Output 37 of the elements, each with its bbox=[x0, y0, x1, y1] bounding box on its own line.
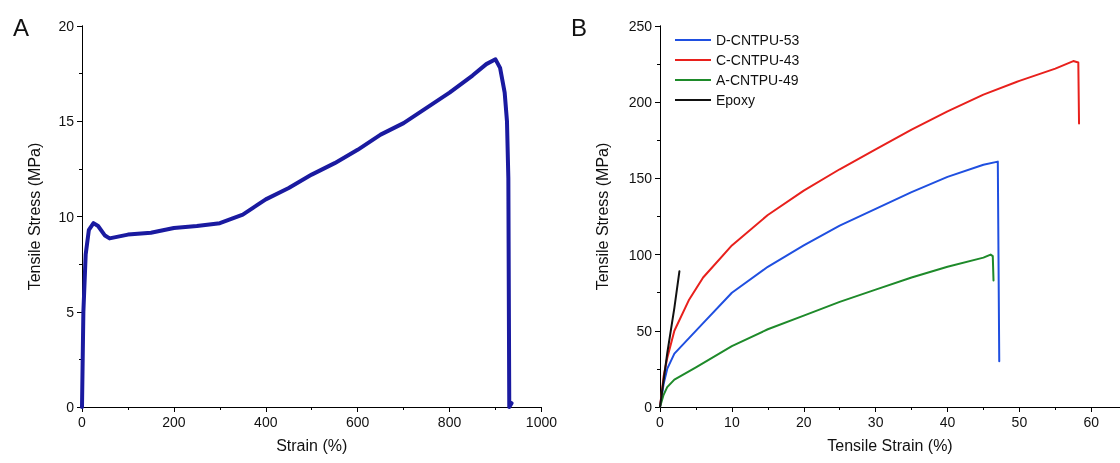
x-tick-label: 50 bbox=[1011, 414, 1028, 430]
y-axis-title: Tensile Stress (MPa) bbox=[593, 142, 611, 291]
y-tick-label: 250 bbox=[628, 18, 653, 34]
y-tick-label: 0 bbox=[66, 399, 75, 415]
x-tick-label: 10 bbox=[724, 414, 740, 430]
y-tick-label: 0 bbox=[644, 399, 653, 415]
x-tick-label: 800 bbox=[437, 414, 462, 430]
chart-title: A bbox=[13, 13, 30, 41]
x-tick-label: 20 bbox=[795, 414, 812, 430]
y-tick-label: 100 bbox=[628, 246, 653, 263]
y-tick-label: 20 bbox=[58, 18, 75, 34]
x-tick-label: 400 bbox=[254, 414, 278, 430]
x-tick-label: 30 bbox=[867, 414, 884, 430]
y-tick-label: 10 bbox=[58, 208, 75, 225]
y-tick-label: 5 bbox=[66, 303, 75, 320]
y-axis-title: Tensile Stress (MPa) bbox=[25, 142, 43, 291]
y-tick-label: 150 bbox=[628, 170, 653, 187]
x-tick-label: 40 bbox=[939, 414, 956, 430]
x-axis-title: Strain (%) bbox=[276, 436, 348, 454]
x-axis-title: Tensile Strain (%) bbox=[827, 436, 953, 454]
line-series bbox=[80, 57, 514, 409]
legend-label: Epoxy bbox=[716, 92, 755, 108]
legend-label: C-CNTPU-43 bbox=[716, 52, 800, 68]
chart-title: B bbox=[571, 13, 588, 41]
line-series bbox=[659, 253, 995, 408]
legend-label: D-CNTPU-53 bbox=[716, 32, 800, 48]
y-tick-label: 15 bbox=[58, 113, 75, 130]
x-tick-label: 0 bbox=[656, 414, 665, 430]
x-tick-label: 600 bbox=[345, 414, 370, 430]
line-series bbox=[659, 270, 681, 408]
y-tick-label: 50 bbox=[636, 322, 653, 339]
x-tick-label: 200 bbox=[162, 414, 186, 430]
y-tick-label: 200 bbox=[628, 94, 653, 111]
x-tick-label: 1000 bbox=[525, 414, 558, 430]
legend-label: A-CNTPU-49 bbox=[716, 72, 799, 88]
x-tick-label: 60 bbox=[1083, 414, 1100, 430]
x-tick-label: 0 bbox=[78, 414, 87, 430]
